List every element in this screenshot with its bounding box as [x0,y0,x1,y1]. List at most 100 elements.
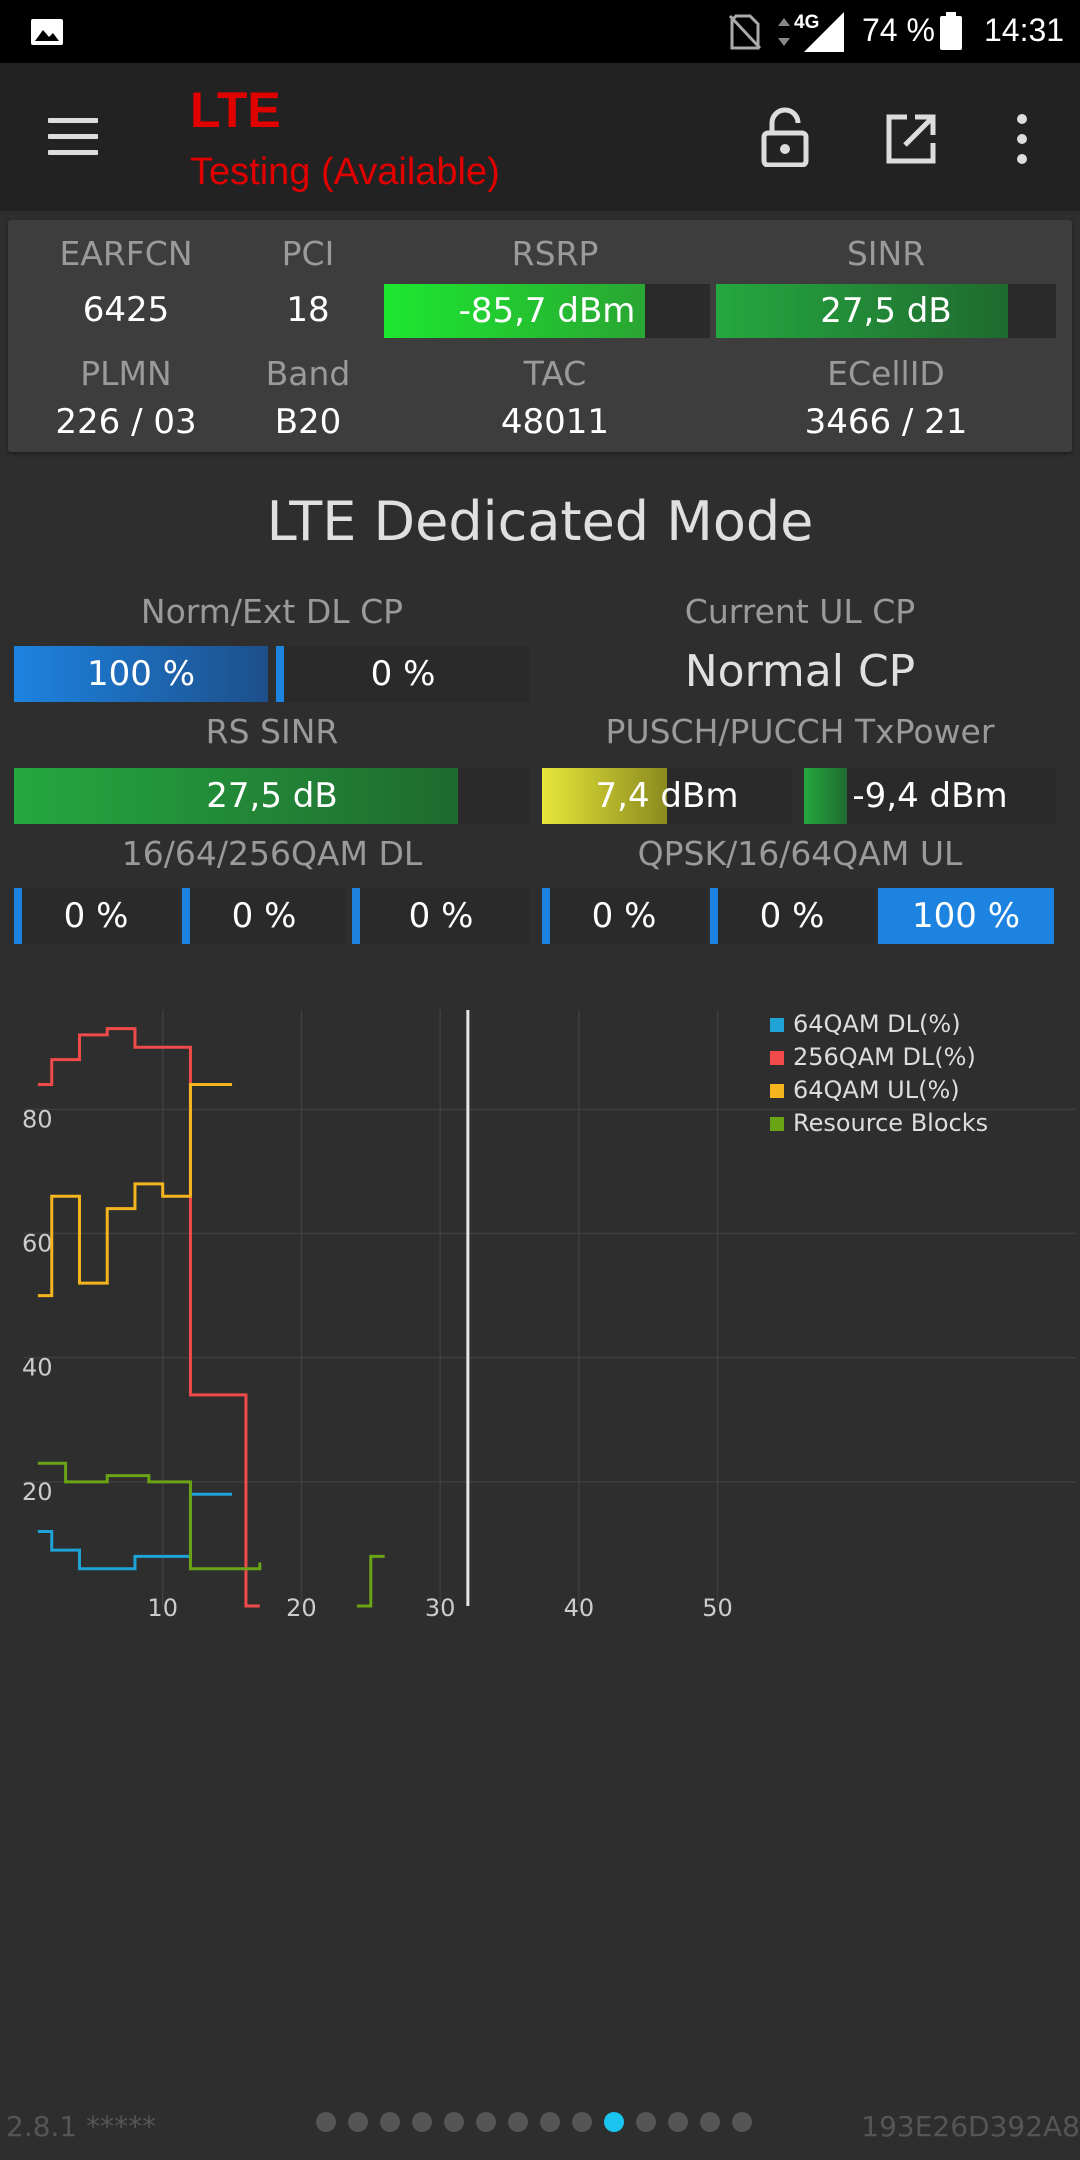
ecellid-label: ECellID [827,354,945,393]
signal-icon [778,12,844,52]
page-dot[interactable] [700,2112,720,2132]
qam-usage-chart: 10 20 30 40 50 20 40 60 80 64QAM DL(%) 256QAM DL(%… [22,1010,1076,1620]
page-dot[interactable] [316,2112,336,2132]
qam-ul-label: QPSK/16/64QAM UL [637,834,963,873]
y-tick-label: 80 [22,1105,53,1133]
pci-label: PCI [281,234,335,273]
clock: 14:31 [984,12,1065,48]
qam256-dl-bar: 0 % [352,888,530,944]
qam64-dl-bar-fill [182,888,190,944]
page-dot[interactable] [412,2112,432,2132]
legend-swatch [770,1051,784,1065]
device-id: 193E26D392A8 [861,2110,1080,2143]
norm-ext-dl-cp-label: Norm/Ext DL CP [140,592,404,631]
tac-value: 48011 [500,402,610,442]
network-type: 4G [794,12,820,33]
earfcn-label: EARFCN [59,234,193,273]
page-dot[interactable] [732,2112,752,2132]
sinr-bar-fill [716,284,1009,338]
page-dot[interactable] [380,2112,400,2132]
status-bar: 4G 74 % 14:31 [0,0,1080,63]
section-title: LTE Dedicated Mode [266,490,814,553]
legend-swatch [770,1084,784,1098]
qam16-ul-value: 0 % [759,896,825,936]
ext-dl-cp-bar-fill [276,646,284,702]
cell-info-panel: EARFCN PCI RSRP SINR 6425 18 -85,7 dBm 2… [8,220,1072,452]
page-dot[interactable] [604,2112,624,2132]
pusch-txpower-bar-fill [542,768,667,824]
menu-icon[interactable] [48,118,98,156]
app-bar: LTE Testing (Available) [0,63,1080,211]
page-dot[interactable] [444,2112,464,2132]
y-tick-label: 60 [22,1230,53,1258]
series-line [37,1027,371,1608]
ecellid-value: 3466 / 21 [804,402,968,442]
page-dot[interactable] [668,2112,688,2132]
legend-swatch [770,1117,784,1131]
earfcn-value: 6425 [82,290,170,330]
x-tick-label: 30 [425,1594,456,1620]
qpsk-ul-bar-fill [542,888,550,944]
series-line [37,1492,233,1571]
qam256-dl-value: 0 % [408,896,474,936]
norm-dl-cp-bar: 100 % [14,646,268,702]
ext-dl-cp-value: 0 % [370,654,436,694]
rs-sinr-label: RS SINR [205,712,339,751]
x-tick-label: 40 [564,1594,595,1620]
battery-icon [940,12,962,50]
page-dot[interactable] [476,2112,496,2132]
tac-label: TAC [523,354,587,393]
qpsk-ul-value: 0 % [591,896,657,936]
pusch-txpower-value: 7,4 dBm [595,776,739,816]
qam64-dl-bar: 0 % [182,888,346,944]
app-subtitle: Testing (Available) [190,151,500,193]
page-indicator[interactable] [316,2112,752,2134]
page-dot[interactable] [636,2112,656,2132]
rsrp-bar: -85,7 dBm [384,284,710,338]
legend-label: 64QAM UL(%) [793,1076,960,1104]
qam16-ul-bar: 0 % [710,888,874,944]
qam256-dl-bar-fill [352,888,360,944]
unlock-icon[interactable] [760,107,810,167]
x-tick-label: 50 [702,1594,733,1620]
y-tick-label: 20 [22,1478,53,1506]
y-tick-label: 40 [22,1354,53,1382]
current-ul-cp-value: Normal CP [684,646,916,697]
txpower-label: PUSCH/PUCCH TxPower [605,712,995,751]
series-line [37,1083,233,1298]
rsrp-bar-fill [384,284,645,338]
qam16-dl-bar: 0 % [14,888,178,944]
page-dot[interactable] [540,2112,560,2132]
sinr-value: 27,5 dB [820,291,952,331]
norm-dl-cp-bar-fill [14,646,268,702]
x-tick-label: 20 [286,1594,317,1620]
page-dot[interactable] [508,2112,528,2132]
current-ul-cp-label: Current UL CP [684,592,916,631]
open-external-icon[interactable] [885,113,937,165]
plmn-value: 226 / 03 [55,402,197,442]
legend-label: 64QAM DL(%) [793,1010,961,1038]
more-options-icon[interactable] [1010,113,1034,165]
qam64-ul-value: 100 % [911,896,1020,936]
rs-sinr-bar: 27,5 dB [14,768,530,824]
app-title: LTE [190,82,281,138]
rs-sinr-bar-fill [14,768,458,824]
pucch-txpower-bar: -9,4 dBm [804,768,1056,824]
legend-swatch [770,1018,784,1032]
qam64-dl-value: 0 % [231,896,297,936]
rsrp-label: RSRP [511,234,599,273]
page-dot[interactable] [348,2112,368,2132]
qpsk-ul-bar: 0 % [542,888,706,944]
qam64-ul-bar: 100 % [878,888,1054,944]
page-dot[interactable] [572,2112,592,2132]
norm-dl-cp-value: 100 % [86,654,195,694]
qam16-ul-bar-fill [710,888,718,944]
band-label: Band [265,354,351,393]
x-tick-label: 10 [147,1594,178,1620]
qam64-ul-bar-fill [878,888,1054,944]
legend-label: 256QAM DL(%) [793,1043,976,1071]
sinr-bar: 27,5 dB [716,284,1056,338]
sinr-label: SINR [846,234,926,273]
pci-value: 18 [286,290,330,330]
pucch-txpower-value: -9,4 dBm [852,776,1008,816]
